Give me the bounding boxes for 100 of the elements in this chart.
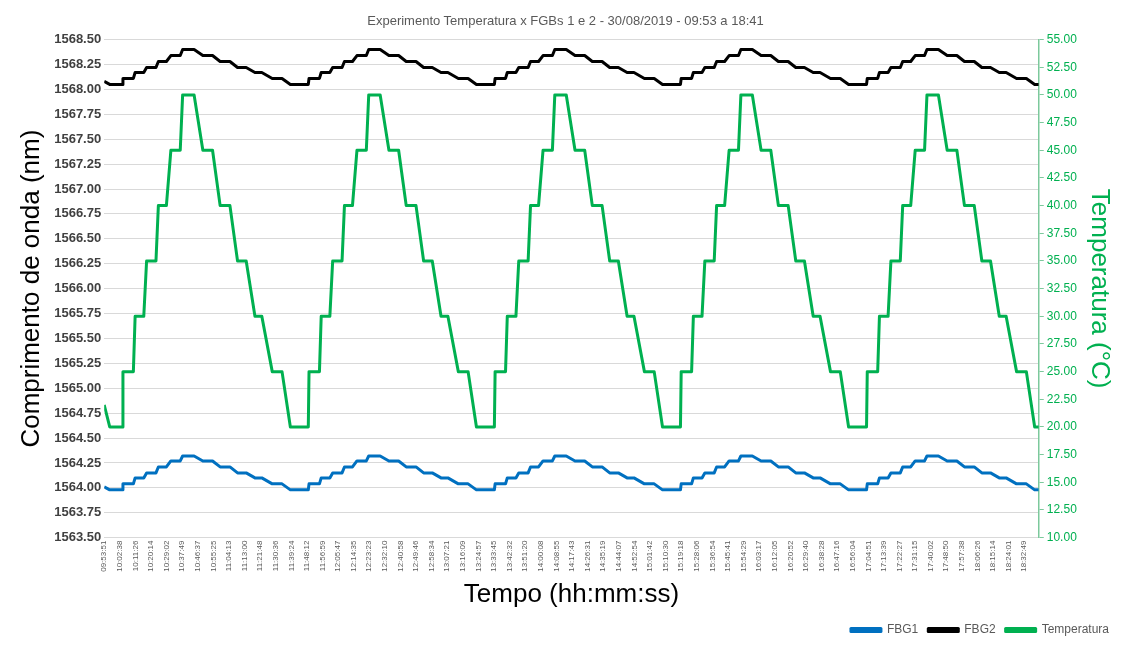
x-tick-label: 10:20:14	[146, 540, 156, 572]
x-tick-label: 11:30:36	[270, 540, 280, 572]
x-tick-label: 12:40:58	[395, 540, 405, 572]
x-tick-label: 17:13:39	[879, 540, 889, 572]
x-tick-label: 10:37:49	[177, 540, 187, 572]
x-tick-label: 18:24:01	[1003, 540, 1013, 572]
y-tick-label: 1563.75	[54, 504, 102, 520]
y2-tick-label: 12.50	[1046, 502, 1078, 517]
y2-axis-title: Temperatura (°C)	[1086, 188, 1117, 389]
x-tick-label: 13:33:45	[489, 540, 499, 572]
x-tick-label: 11:48:12	[302, 540, 312, 572]
y-tick-label: 1565.50	[54, 330, 102, 346]
x-tick-label: 11:56:59	[317, 540, 327, 572]
y-tick-label: 1567.00	[54, 180, 102, 196]
x-tick-label: 18:32:49	[1019, 540, 1029, 572]
x-tick-label: 11:13:00	[239, 540, 249, 572]
x-tick-label: 14:52:54	[629, 540, 639, 572]
y2-tick-label: 35.00	[1046, 253, 1078, 268]
y-tick-label: 1563.50	[54, 529, 102, 545]
x-tick-label: 12:14:35	[348, 540, 358, 572]
x-tick-label: 12:58:34	[426, 540, 436, 572]
x-tick-label: 11:21:48	[255, 540, 265, 572]
x-tick-label: 13:07:21	[442, 540, 452, 572]
x-tick-label: 18:06:26	[972, 540, 982, 572]
y-tick-label: 1564.50	[54, 429, 102, 445]
y2-tick-label: 40.00	[1046, 197, 1078, 212]
y-tick-label: 1566.25	[54, 255, 102, 271]
x-tick-label: 14:35:19	[598, 540, 608, 572]
x-tick-label: 16:56:04	[847, 540, 857, 572]
x-tick-label: 09:53:51	[99, 540, 109, 572]
y-tick-label: 1567.75	[54, 105, 102, 121]
y2-tick-label: 10.00	[1046, 529, 1078, 544]
x-tick-label: 14:26:31	[582, 540, 592, 572]
x-tick-label: 17:48:50	[941, 540, 951, 572]
x-tick-label: 17:40:02	[925, 540, 935, 572]
y-tick-label: 1567.50	[54, 130, 102, 146]
x-tick-label: 17:22:27	[894, 540, 904, 572]
legend-label: Temperatura	[1041, 622, 1110, 637]
y-tick-label: 1568.25	[54, 56, 102, 72]
y2-tick-label: 52.50	[1046, 59, 1078, 74]
x-tick-label: 15:45:41	[723, 540, 733, 572]
y-tick-label: 1564.75	[54, 404, 102, 420]
y2-tick-label: 15.00	[1046, 474, 1078, 489]
x-tick-label: 14:17:43	[567, 540, 577, 572]
x-tick-label: 10:46:37	[192, 540, 202, 572]
x-tick-label: 15:10:30	[660, 540, 670, 572]
x-tick-label: 10:11:26	[130, 540, 140, 572]
y-tick-label: 1565.75	[54, 305, 102, 321]
x-tick-label: 14:44:07	[614, 540, 624, 572]
x-tick-label: 10:02:38	[114, 540, 124, 572]
y2-tick-label: 27.50	[1046, 336, 1078, 351]
y2-tick-label: 20.00	[1046, 419, 1078, 434]
y-axis-title: Comprimento de onda (nm)	[14, 129, 45, 448]
x-tick-label: 13:24:57	[473, 540, 483, 572]
y-tick-label: 1565.00	[54, 379, 102, 395]
y-tick-label: 1565.25	[54, 354, 102, 370]
x-tick-label: 18:15:14	[988, 540, 998, 572]
y2-tick-label: 25.00	[1046, 363, 1078, 378]
x-tick-label: 15:28:06	[691, 540, 701, 572]
y2-tick-label: 32.50	[1046, 280, 1078, 295]
y-tick-label: 1566.50	[54, 230, 102, 246]
x-tick-label: 17:31:15	[910, 540, 920, 572]
chart-title: Experimento Temperatura x FGBs 1 e 2 - 30/08/2019 - 09:53 a 18:41	[367, 13, 764, 29]
x-tick-label: 16:38:28	[816, 540, 826, 572]
legend-label: FBG1	[886, 622, 919, 637]
x-tick-label: 16:47:16	[832, 540, 842, 572]
x-tick-label: 17:57:38	[957, 540, 967, 572]
x-tick-label: 14:08:55	[551, 540, 561, 572]
y2-tick-label: 45.00	[1046, 142, 1078, 157]
y-tick-label: 1566.00	[54, 280, 102, 296]
x-tick-label: 16:03:17	[754, 540, 764, 572]
x-tick-label: 16:20:52	[785, 540, 795, 572]
x-tick-label: 13:16:09	[458, 540, 468, 572]
x-tick-label: 17:04:51	[863, 540, 873, 572]
y2-tick-label: 22.50	[1046, 391, 1078, 406]
x-tick-label: 15:01:42	[645, 540, 655, 572]
y2-tick-label: 55.00	[1046, 31, 1078, 46]
y-tick-label: 1564.25	[54, 454, 102, 470]
legend-label: FBG2	[964, 622, 996, 637]
x-tick-label: 16:29:40	[801, 540, 811, 572]
x-tick-label: 15:19:18	[676, 540, 686, 572]
y2-tick-label: 30.00	[1046, 308, 1078, 323]
x-tick-label: 12:32:10	[380, 540, 390, 572]
x-axis-title: Tempo (hh:mm:ss)	[463, 577, 680, 608]
y-tick-label: 1566.75	[54, 205, 102, 221]
x-tick-label: 13:51:20	[520, 540, 530, 572]
x-tick-label: 14:00:08	[536, 540, 546, 572]
x-tick-label: 15:36:54	[707, 540, 717, 572]
y2-tick-label: 42.50	[1046, 170, 1078, 185]
y-tick-label: 1567.25	[54, 155, 102, 171]
y2-tick-label: 37.50	[1046, 225, 1078, 240]
y-tick-label: 1564.00	[54, 479, 102, 495]
y-tick-label: 1568.50	[54, 31, 102, 47]
x-tick-label: 15:54:29	[738, 540, 748, 572]
x-tick-label: 12:49:46	[411, 540, 421, 572]
x-tick-label: 11:04:13	[224, 540, 234, 572]
x-tick-label: 10:29:02	[161, 540, 171, 572]
x-tick-label: 16:12:05	[769, 540, 779, 572]
y2-tick-label: 47.50	[1046, 114, 1078, 129]
y-tick-label: 1568.00	[54, 80, 102, 96]
